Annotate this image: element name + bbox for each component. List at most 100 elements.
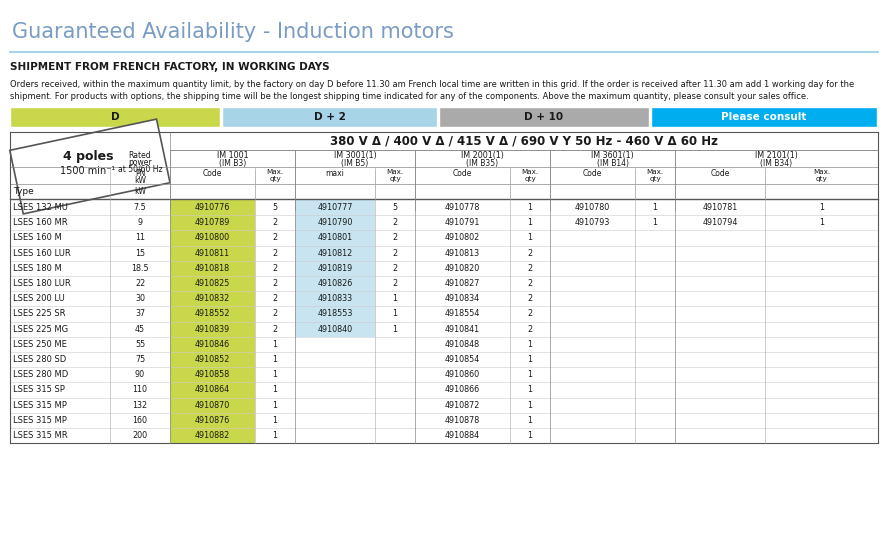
Text: 4910777: 4910777 — [317, 203, 353, 212]
Text: SHIPMENT FROM FRENCH FACTORY, IN WORKING DAYS: SHIPMENT FROM FRENCH FACTORY, IN WORKING… — [10, 62, 329, 72]
Text: 4910789: 4910789 — [194, 218, 230, 227]
Text: (IM B35): (IM B35) — [466, 159, 498, 168]
Bar — [170, 200, 255, 215]
Text: 1: 1 — [527, 371, 533, 379]
Text: 4910811: 4910811 — [195, 249, 230, 258]
Text: 11: 11 — [135, 233, 145, 243]
Bar — [295, 291, 375, 306]
Text: LSES 315 MP: LSES 315 MP — [13, 401, 67, 410]
Text: 1: 1 — [527, 340, 533, 349]
Text: 4910854: 4910854 — [445, 355, 480, 364]
Text: 2: 2 — [273, 249, 278, 258]
Text: D: D — [111, 112, 119, 122]
Text: 4910801: 4910801 — [317, 233, 353, 243]
Text: power: power — [128, 158, 152, 167]
Text: 1: 1 — [819, 218, 824, 227]
Text: 4910870: 4910870 — [194, 401, 230, 410]
Text: 4910840: 4910840 — [317, 325, 353, 334]
Text: 2: 2 — [392, 233, 398, 243]
Text: 2: 2 — [273, 294, 278, 304]
Text: 1: 1 — [273, 401, 277, 410]
Text: 4910841: 4910841 — [445, 325, 480, 334]
Text: 4910884: 4910884 — [445, 431, 480, 440]
Text: D + 2: D + 2 — [313, 112, 345, 122]
Text: PN: PN — [135, 169, 145, 178]
Bar — [295, 321, 375, 337]
Text: 1: 1 — [653, 218, 657, 227]
Text: qty: qty — [649, 176, 661, 182]
Text: shipment. For products with options, the shipping time will be the longest shipp: shipment. For products with options, the… — [10, 92, 809, 101]
Text: D + 10: D + 10 — [525, 112, 564, 122]
Text: 160: 160 — [132, 416, 147, 425]
Text: 4910800: 4910800 — [195, 233, 230, 243]
Text: 2: 2 — [392, 218, 398, 227]
Bar — [295, 230, 375, 246]
Text: 1: 1 — [527, 218, 533, 227]
Text: LSES 315 MR: LSES 315 MR — [13, 431, 67, 440]
Text: 2: 2 — [273, 279, 278, 288]
Text: 1: 1 — [273, 371, 277, 379]
Text: 15: 15 — [135, 249, 145, 258]
Text: 4910776: 4910776 — [194, 203, 230, 212]
Text: 4910872: 4910872 — [445, 401, 480, 410]
Bar — [170, 246, 255, 261]
Bar — [170, 352, 255, 367]
Text: 4 poles: 4 poles — [63, 150, 114, 163]
Text: 22: 22 — [135, 279, 145, 288]
Text: 1: 1 — [527, 416, 533, 425]
Text: LSES 200 LU: LSES 200 LU — [13, 294, 65, 304]
Text: 4910876: 4910876 — [194, 416, 230, 425]
Text: 132: 132 — [132, 401, 147, 410]
Text: 90: 90 — [135, 371, 145, 379]
Text: Max.: Max. — [266, 169, 283, 175]
Text: Code: Code — [202, 169, 222, 178]
Bar — [170, 428, 255, 443]
Text: 200: 200 — [132, 431, 147, 440]
Text: 1500 min⁻¹: 1500 min⁻¹ — [60, 166, 115, 176]
Text: 2: 2 — [527, 264, 533, 273]
Text: LSES 315 SP: LSES 315 SP — [13, 386, 65, 395]
Text: Code: Code — [583, 169, 602, 178]
Text: 5: 5 — [392, 203, 398, 212]
Text: LSES 160 LUR: LSES 160 LUR — [13, 249, 71, 258]
Text: 7.5: 7.5 — [133, 203, 147, 212]
Text: 4918552: 4918552 — [194, 310, 230, 319]
Text: Please consult: Please consult — [721, 112, 806, 122]
Text: 4910866: 4910866 — [445, 386, 480, 395]
Text: Code: Code — [453, 169, 472, 178]
Text: 4910791: 4910791 — [445, 218, 480, 227]
Text: 4910778: 4910778 — [445, 203, 480, 212]
Text: (IM B5): (IM B5) — [341, 159, 369, 168]
Text: 380 V Δ / 400 V Δ / 415 V Δ / 690 V Y 50 Hz - 460 V Δ 60 Hz: 380 V Δ / 400 V Δ / 415 V Δ / 690 V Y 50… — [330, 134, 718, 147]
Text: IM 2101(1): IM 2101(1) — [755, 151, 798, 160]
Text: 1: 1 — [653, 203, 657, 212]
Text: 4910812: 4910812 — [317, 249, 353, 258]
Text: 4910819: 4910819 — [317, 264, 353, 273]
Text: qty: qty — [524, 176, 535, 182]
Text: LSES 250 ME: LSES 250 ME — [13, 340, 67, 349]
Text: 4910832: 4910832 — [194, 294, 230, 304]
Text: 4910882: 4910882 — [194, 431, 230, 440]
Text: 4910864: 4910864 — [195, 386, 230, 395]
Text: maxi: maxi — [326, 169, 345, 178]
Text: 1: 1 — [527, 431, 533, 440]
Text: LSES 180 M: LSES 180 M — [13, 264, 62, 273]
Bar — [170, 398, 255, 413]
Text: 1: 1 — [273, 416, 277, 425]
Text: 1: 1 — [527, 355, 533, 364]
Text: Max.: Max. — [813, 169, 830, 175]
Bar — [170, 382, 255, 398]
Text: IM 3001(1): IM 3001(1) — [334, 151, 377, 160]
Text: 4910780: 4910780 — [575, 203, 610, 212]
Text: 1: 1 — [273, 431, 277, 440]
Text: qty: qty — [815, 176, 828, 182]
Text: 2: 2 — [392, 279, 398, 288]
Bar — [295, 261, 375, 276]
Text: LSES 180 LUR: LSES 180 LUR — [13, 279, 71, 288]
Bar — [170, 276, 255, 291]
Text: LSES 280 SD: LSES 280 SD — [13, 355, 67, 364]
Text: 1: 1 — [392, 325, 398, 334]
Text: 4910794: 4910794 — [702, 218, 738, 227]
Bar — [295, 246, 375, 261]
Bar — [170, 367, 255, 382]
